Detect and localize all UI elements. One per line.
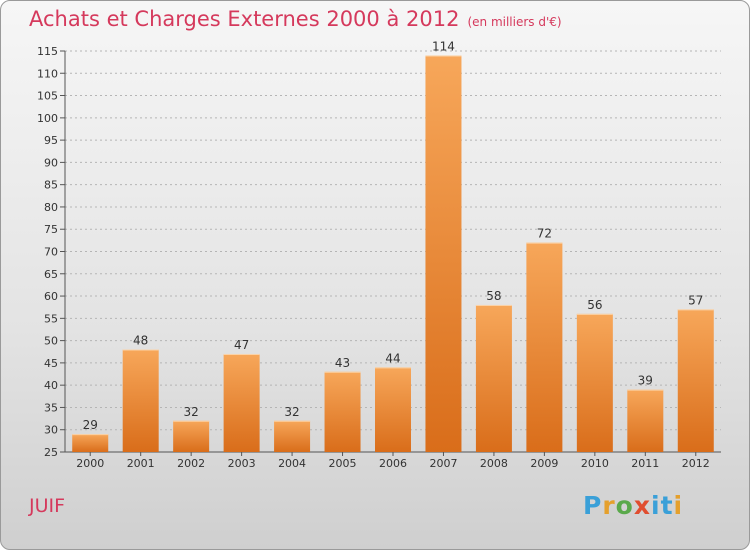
value-label: 48 [133,334,148,348]
value-label: 47 [234,338,249,352]
x-tick-label: 2009 [530,457,558,470]
bar [72,434,109,452]
x-tick-label: 2006 [379,457,407,470]
value-label: 44 [385,351,400,365]
chart-title: Achats et Charges Externes 2000 à 2012 (e… [29,7,562,31]
y-tick-label: 45 [44,357,58,370]
x-tick-labels: 2000 2001 2002 2003 2004 2005 2006 2007 2008 2009… [76,457,710,470]
y-tick-label: 55 [44,312,58,325]
x-tick-label: 2002 [177,457,205,470]
y-tick-label: 95 [44,134,58,147]
y-tick-label: 30 [44,424,58,437]
value-label: 29 [83,418,98,432]
chart-subtitle: (en milliers d'€) [467,15,562,29]
y-tick-label: 40 [44,379,58,392]
value-labels: 29 48 32 47 32 43 44 114 58 72 56 39 57 [83,39,704,432]
y-tick-label: 70 [44,246,58,259]
y-tick-label: 110 [37,67,58,80]
x-tick-label: 2012 [682,457,710,470]
value-label: 57 [688,293,703,307]
bar [274,420,311,452]
value-label: 32 [284,405,299,419]
y-tick-label: 35 [44,401,58,414]
value-label: 43 [335,356,350,370]
value-label: 56 [587,298,602,312]
value-label: 114 [432,39,455,53]
logo-letter: r [602,491,616,520]
bar [173,420,210,452]
value-label: 72 [537,227,552,241]
logo-letter: i [673,491,684,520]
bar [375,367,411,452]
x-tick-label: 2007 [429,457,457,470]
y-tick-labels: 25 30 35 40 45 50 55 60 65 70 75 80 85 90 95 100 105 110 1… [37,45,58,459]
y-tick-label: 25 [44,446,58,459]
y-tick-label: 90 [44,156,58,169]
x-tick-label: 2010 [581,457,609,470]
value-label: 58 [486,289,501,303]
y-tick-label: 85 [44,179,58,192]
x-tick-label: 2001 [127,457,155,470]
x-tick-label: 2011 [631,457,659,470]
logo-letter: o [615,491,634,520]
x-tick-label: 2004 [278,457,306,470]
x-tick-label: 2008 [480,457,508,470]
logo-letter: i [651,491,661,520]
bar [576,313,613,452]
logo-letter: t [660,491,674,520]
bar [475,304,512,452]
proxiti-logo[interactable]: Proxiti [583,491,683,520]
y-tick-label: 60 [44,290,58,303]
y-tick-label: 75 [44,223,58,236]
value-label: 39 [638,374,653,388]
bar [122,349,159,452]
bar [324,371,361,452]
y-tick-label: 105 [37,90,58,103]
y-tick-label: 65 [44,268,58,281]
bar [677,309,714,452]
x-tick-label: 2005 [329,457,357,470]
commune-name: JUIF [29,495,66,517]
value-label: 32 [184,405,199,419]
logo-letter: x [633,491,651,520]
x-tick-label: 2003 [228,457,256,470]
y-tick-label: 115 [37,45,58,58]
x-tick-label: 2000 [76,457,104,470]
bar [526,242,563,452]
chart-title-text: Achats et Charges Externes 2000 à 2012 [29,7,460,31]
bar [627,389,664,452]
bar [223,353,260,452]
y-tick-label: 100 [37,112,58,125]
logo-letter: P [583,491,603,520]
y-tick-label: 80 [44,201,58,214]
bars [72,55,714,452]
y-tick-label: 50 [44,335,58,348]
bar [425,55,462,452]
